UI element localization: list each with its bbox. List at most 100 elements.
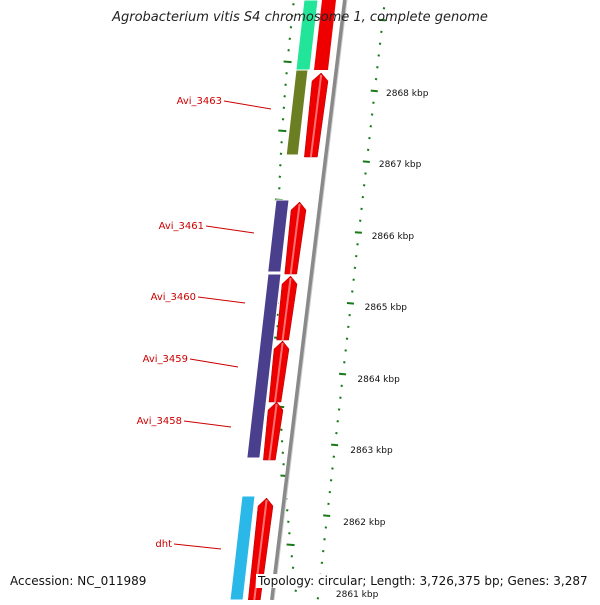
scale-label: 2865 kbp bbox=[365, 303, 408, 313]
outer-tick bbox=[374, 77, 378, 81]
inner-tick bbox=[294, 589, 298, 593]
outer-tick bbox=[372, 101, 375, 104]
gene-label: dht bbox=[155, 539, 172, 550]
gene-label-leader bbox=[189, 358, 239, 368]
outer-tick bbox=[354, 254, 358, 258]
outer-tick bbox=[362, 160, 370, 163]
forward-arrow-5-shine bbox=[268, 403, 278, 461]
outer-tick bbox=[345, 337, 349, 340]
scale-label: 2864 kbp bbox=[357, 375, 400, 385]
outer-tick bbox=[354, 231, 362, 234]
inner-tick bbox=[282, 106, 286, 110]
outer-tick bbox=[348, 313, 351, 317]
scale-label: 2868 kbp bbox=[386, 89, 429, 99]
forward-arrow-top bbox=[314, 0, 336, 70]
backbone-line bbox=[270, 0, 347, 601]
outer-tick bbox=[336, 420, 340, 423]
outer-tick bbox=[339, 396, 342, 399]
inner-tick bbox=[290, 555, 294, 558]
outer-tick-ring bbox=[315, 7, 386, 600]
outer-tick bbox=[368, 136, 371, 140]
outer-tick bbox=[366, 148, 370, 152]
outer-tick bbox=[370, 89, 378, 93]
gene-label: Avi_3459 bbox=[143, 354, 188, 365]
outer-tick bbox=[380, 30, 383, 34]
scale-label: 2866 kbp bbox=[372, 232, 415, 242]
outer-tick bbox=[369, 125, 373, 128]
inner-tick bbox=[278, 187, 281, 190]
gene-block-avi-3463 bbox=[285, 69, 309, 156]
inner-tick bbox=[290, 14, 294, 18]
map-title: Agrobacterium vitis S4 chromosome 1, com… bbox=[112, 10, 488, 25]
inner-tick bbox=[286, 543, 295, 547]
forward-arrow-2-shine bbox=[289, 203, 301, 275]
inner-tick bbox=[288, 532, 291, 535]
outer-tick bbox=[358, 219, 362, 222]
outer-tick bbox=[364, 172, 367, 175]
outer-tick bbox=[370, 113, 374, 116]
gene-block-avi-3461 bbox=[267, 199, 290, 273]
inner-tick bbox=[282, 463, 285, 466]
gene-label: Avi_3460 bbox=[151, 292, 196, 303]
gene-labels: Avi_3463 Avi_3461 Avi_3460 Avi_3459 Avi_3458… bbox=[137, 96, 272, 550]
outer-tick bbox=[347, 325, 350, 329]
inner-tick bbox=[281, 118, 285, 121]
outer-tick bbox=[378, 18, 386, 22]
inner-tick bbox=[280, 428, 283, 432]
inner-tick bbox=[291, 566, 295, 570]
gene-label: Avi_3458 bbox=[137, 416, 182, 427]
scale-label: 2863 kbp bbox=[350, 446, 393, 456]
gene-block-top bbox=[295, 0, 319, 71]
inner-tick bbox=[289, 26, 293, 29]
outer-tick bbox=[362, 184, 366, 187]
outer-tick bbox=[323, 514, 331, 517]
outer-tick bbox=[352, 278, 355, 281]
outer-tick bbox=[337, 408, 341, 411]
outer-tick bbox=[343, 361, 346, 364]
outer-tick bbox=[316, 597, 320, 600]
topology-text: Topology: circular; Length: 3,726,375 bp… bbox=[256, 574, 590, 588]
inner-tick bbox=[280, 440, 284, 443]
gene-block-avi-3460-3458 bbox=[246, 273, 282, 459]
inner-tick bbox=[285, 72, 288, 75]
outer-tick bbox=[332, 455, 336, 458]
gene-label-leader bbox=[197, 296, 246, 304]
outer-tick bbox=[353, 266, 357, 270]
backbone-highlight bbox=[273, 0, 348, 601]
scale-label: 2861 kbp bbox=[336, 590, 379, 600]
outer-tick bbox=[356, 243, 359, 246]
gene-label-leader bbox=[223, 100, 272, 110]
outer-tick bbox=[321, 549, 325, 553]
inner-tick bbox=[287, 49, 290, 52]
outer-tick bbox=[344, 349, 347, 352]
outer-tick bbox=[376, 66, 379, 69]
outer-tick bbox=[327, 502, 330, 506]
outer-tick bbox=[329, 479, 333, 482]
outer-tick bbox=[328, 490, 332, 494]
inner-tick bbox=[284, 83, 287, 87]
forward-arrow-track bbox=[247, 0, 336, 601]
inner-tick bbox=[281, 451, 285, 455]
gene-label: Avi_3463 bbox=[177, 96, 222, 107]
inner-tick bbox=[283, 60, 292, 64]
inner-tick bbox=[288, 37, 292, 41]
outer-tick bbox=[335, 431, 338, 435]
inner-tick bbox=[292, 3, 295, 6]
outer-tick bbox=[323, 538, 326, 541]
inner-tick bbox=[280, 141, 283, 144]
inner-tick bbox=[283, 95, 286, 98]
accession-text: Accession: NC_011989 bbox=[8, 574, 149, 588]
inner-tick bbox=[278, 129, 287, 133]
inner-tick bbox=[285, 509, 289, 512]
outer-tick bbox=[324, 526, 328, 529]
outer-tick bbox=[377, 54, 381, 57]
gene-track bbox=[229, 0, 319, 601]
inner-tick bbox=[287, 520, 290, 524]
forward-arrow-1-shine bbox=[309, 74, 323, 158]
outer-tick bbox=[346, 302, 355, 305]
gene-label-leader bbox=[173, 543, 222, 550]
scale-labels: 2868 kbp 2867 kbp 2866 kbp 2865 kbp 2864 kbp… bbox=[336, 89, 429, 600]
outer-tick bbox=[382, 7, 386, 10]
